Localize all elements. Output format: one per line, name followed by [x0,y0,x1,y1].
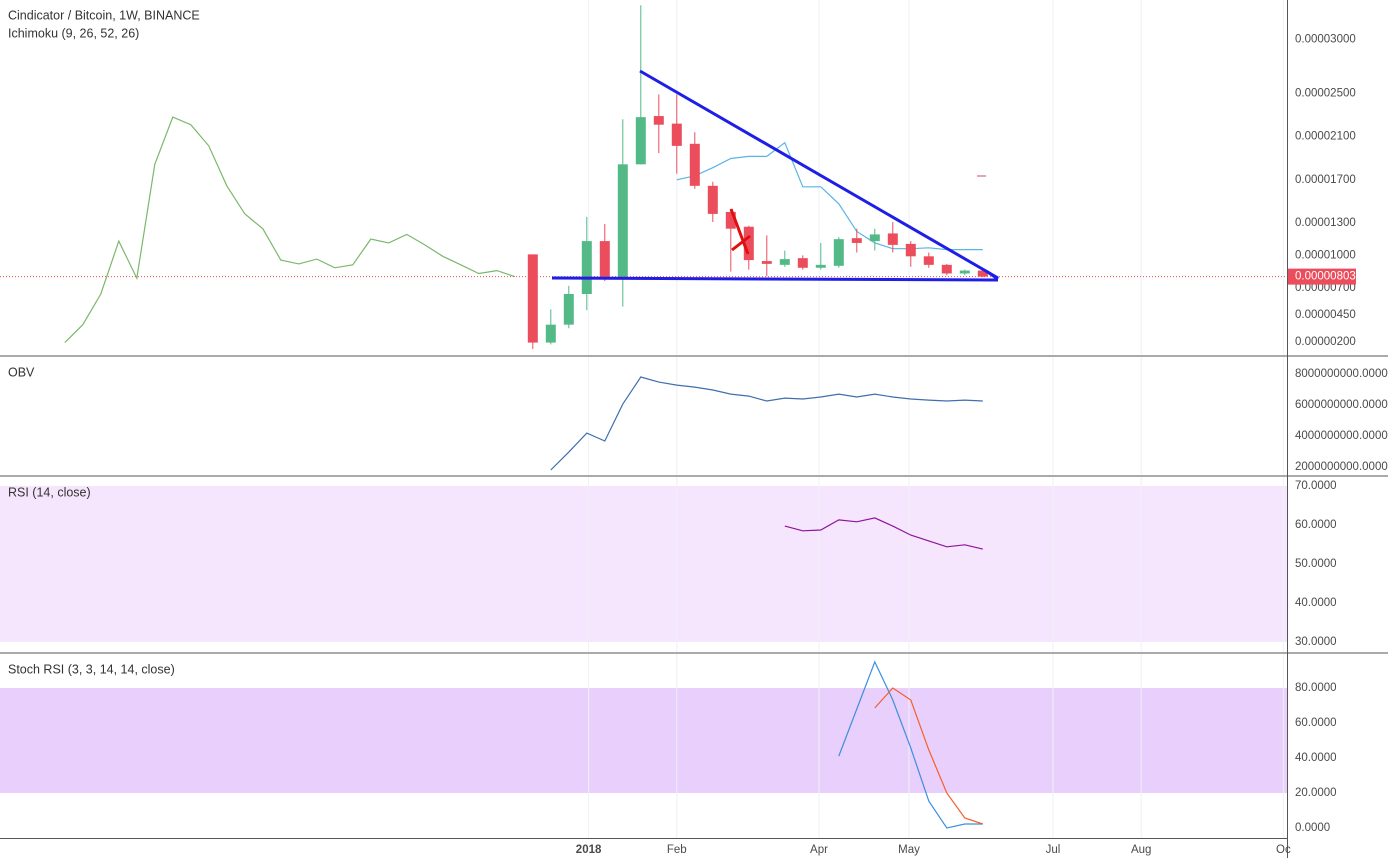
pane-subtitle: Ichimoku (9, 26, 52, 26) [8,26,139,40]
candle-body [527,254,538,343]
y-tick-label: 70.0000 [1295,480,1337,492]
y-tick-label: 2000000000.0000 [1295,461,1388,473]
candle-body [815,264,826,268]
y-tick-label: 0.00000700 [1295,282,1356,294]
series-line [874,687,983,825]
series-line [550,376,983,471]
x-tick-label: Apr [810,844,828,856]
y-tick-label: 40.0000 [1295,752,1337,764]
candle-body [689,143,700,186]
drawings [551,69,999,282]
trendline[interactable] [639,69,999,280]
y-tick-label: 60.0000 [1295,717,1337,729]
series-line [838,660,983,829]
pane-title: Cindicator / Bitcoin, 1W, BINANCE [8,8,200,22]
candle-body [797,258,808,268]
cross-drawing[interactable] [729,208,750,255]
candle-body [959,270,970,274]
candle-body [707,185,718,214]
candle-body [905,243,916,257]
y-tick-label: 8000000000.0000 [1295,368,1388,380]
pane-title: RSI (14, close) [8,485,91,499]
pane-title: OBV [8,365,35,379]
labels: 0.00003000 0.00002500 0.00002100 0.00001700… [8,8,1388,856]
y-tick-label: 0.00001000 [1295,249,1356,261]
y-tick-label: 6000000000.0000 [1295,399,1388,411]
y-tick-label: 40.0000 [1295,597,1337,609]
y-tick-label: 30.0000 [1295,636,1337,648]
band [0,485,1287,642]
candle-body [851,238,862,243]
candle-body [743,226,754,261]
candle-body [833,239,844,266]
y-tick-label: 0.00002500 [1295,87,1356,99]
x-tick-label: 2018 [576,844,602,856]
x-tick-label: Feb [667,844,687,856]
grid [588,0,1284,838]
y-tick-label: 0.00001300 [1295,217,1356,229]
band [0,687,1287,794]
triangle-edge[interactable] [985,269,999,281]
candle-body [545,324,556,343]
series-line [64,116,515,344]
x-tick-label: May [898,844,920,856]
series-line [784,517,983,550]
y-tick-label: 0.00000200 [1295,336,1356,348]
y-tick-label: 0.00000450 [1295,309,1356,321]
candle-body [617,164,628,279]
y-tick-label: 50.0000 [1295,558,1337,570]
y-tick-label: 20.0000 [1295,787,1337,799]
marks [0,5,1287,829]
candle-body [941,264,952,274]
candle-body [599,241,610,279]
candle-body [725,211,736,229]
y-tick-label: 4000000000.0000 [1295,430,1388,442]
last-price-label: 0.00000803 [1295,271,1356,283]
y-tick-label: 0.00002100 [1295,131,1356,143]
candle-body [977,270,988,277]
y-tick-label: 80.0000 [1295,682,1337,694]
candle-body [923,256,934,265]
candle-body [779,259,790,265]
y-tick-label: 0.00001700 [1295,174,1356,186]
candle-body [635,117,646,165]
candle-body [653,116,664,125]
candle-body [887,233,898,245]
candle-body [563,293,574,325]
series-line [676,141,983,251]
candle-body [761,261,772,264]
last-price-tag [1288,268,1356,285]
support-line[interactable] [551,276,999,282]
candle-body [581,241,592,294]
candle-body [671,123,682,146]
cross-drawing[interactable] [731,234,751,252]
y-tick-label: 0.0000 [1295,822,1330,834]
pane-title: Stoch RSI (3, 3, 14, 14, close) [8,662,175,676]
x-tick-label: Aug [1131,844,1151,856]
candle-body [869,234,880,242]
x-tick-label: Jul [1046,844,1061,856]
x-tick-label: Oc [1276,844,1291,856]
y-tick-label: 60.0000 [1295,519,1337,531]
backgrounds [0,485,1287,794]
y-tick-label: 0.00003000 [1295,33,1356,45]
